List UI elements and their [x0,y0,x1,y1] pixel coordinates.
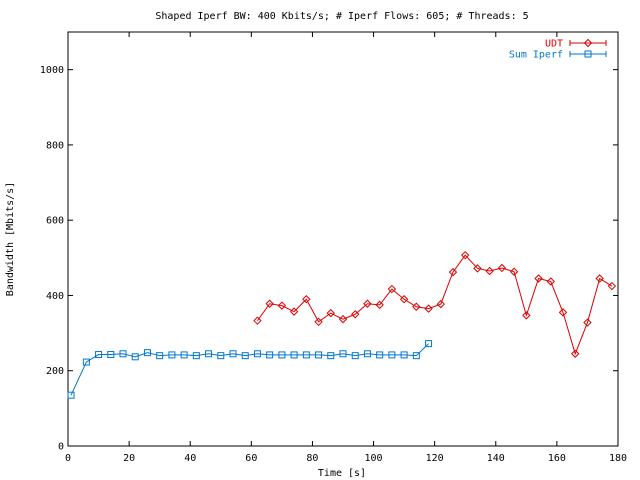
data-point-udt [277,301,287,310]
legend-marker-sum-iperf [584,50,592,58]
series-udt [253,250,617,358]
data-point-sum-iperf [95,351,103,359]
data-point-udt [497,263,507,273]
x-axis-label: Time [s] [318,468,366,479]
data-point-udt [607,281,617,291]
data-point-sum-iperf [192,352,200,360]
y-axis: 0 200 400 600 800 1000 [40,65,618,453]
data-point-udt [424,304,433,313]
y-tick-label: 800 [46,140,64,151]
data-point-udt [375,300,384,310]
x-tick-label: 120 [426,453,444,464]
data-point-udt [387,284,397,294]
data-point-sum-iperf [278,351,286,359]
x-axis: 0 20 40 60 80 100 120 140 160 180 [65,32,627,464]
x-tick-label: 20 [123,453,135,464]
data-point-udt [534,274,543,283]
data-point-udt [326,308,335,318]
data-point-udt [338,314,348,324]
data-point-udt [399,295,409,304]
y-tick-label: 1000 [40,65,64,76]
data-point-sum-iperf [315,351,323,359]
data-point-udt [289,307,299,316]
data-point-sum-iperf [82,358,90,366]
data-point-sum-iperf [376,351,384,359]
x-tick-label: 40 [184,453,196,464]
series-sum-iperf [67,340,433,399]
x-tick-label: 80 [306,453,318,464]
data-point-sum-iperf [400,351,408,359]
data-point-sum-iperf [131,353,139,361]
data-point-udt [351,310,360,319]
y-axis-label: Bandwidth [Mbits/s] [5,182,16,296]
legend-label-sum-iperf: Sum Iperf [509,50,563,61]
y-tick-label: 400 [46,291,64,302]
data-point-udt [509,267,519,276]
x-tick-label: 180 [609,453,627,464]
y-tick-label: 600 [46,216,64,227]
data-point-udt [485,266,494,276]
data-point-sum-iperf [241,352,249,360]
data-point-sum-iperf [67,391,75,399]
data-point-sum-iperf [266,351,274,359]
data-point-udt [302,295,311,304]
series-line-udt [257,254,613,356]
data-point-sum-iperf [217,352,225,360]
data-point-udt [363,299,372,308]
series-layer [67,250,617,399]
data-point-udt [546,277,555,286]
data-point-sum-iperf [168,351,176,359]
x-tick-label: 0 [65,453,71,464]
series-line-sum-iperf [70,343,429,396]
data-point-udt [253,316,262,325]
data-point-sum-iperf [143,349,151,357]
data-point-sum-iperf [327,352,335,360]
data-point-udt [436,299,445,309]
data-point-sum-iperf [302,351,310,359]
data-point-sum-iperf [339,350,347,358]
data-point-sum-iperf [363,350,371,358]
data-point-sum-iperf [425,340,433,348]
data-point-sum-iperf [412,352,420,360]
data-point-sum-iperf [229,350,237,358]
legend-label-udt: UDT [545,39,563,50]
data-point-sum-iperf [119,350,127,358]
y-tick-label: 0 [58,442,64,453]
data-point-udt [571,349,580,358]
x-tick-label: 60 [245,453,257,464]
plot-frame [67,31,619,447]
data-point-udt [461,250,470,260]
x-tick-label: 140 [487,453,505,464]
data-point-udt [265,299,274,308]
data-point-sum-iperf [351,352,359,360]
data-point-sum-iperf [107,351,115,359]
data-point-udt [583,318,592,327]
data-point-udt [412,302,421,311]
chart-title: Shaped Iperf BW: 400 Kbits/s; # Iperf Fl… [155,11,528,22]
x-tick-label: 160 [548,453,566,464]
data-point-sum-iperf [388,351,396,359]
data-point-udt [522,311,531,320]
x-tick-label: 100 [365,453,383,464]
legend-marker-udt [583,38,593,48]
data-point-udt [314,317,323,327]
data-point-sum-iperf [253,350,261,358]
data-point-udt [558,308,568,317]
data-point-udt [595,274,604,283]
data-point-sum-iperf [205,350,213,358]
data-point-sum-iperf [290,351,298,359]
data-point-udt [448,267,458,277]
data-point-sum-iperf [156,352,164,360]
data-point-udt [473,264,482,273]
data-point-sum-iperf [180,351,188,359]
y-tick-label: 200 [46,366,64,377]
